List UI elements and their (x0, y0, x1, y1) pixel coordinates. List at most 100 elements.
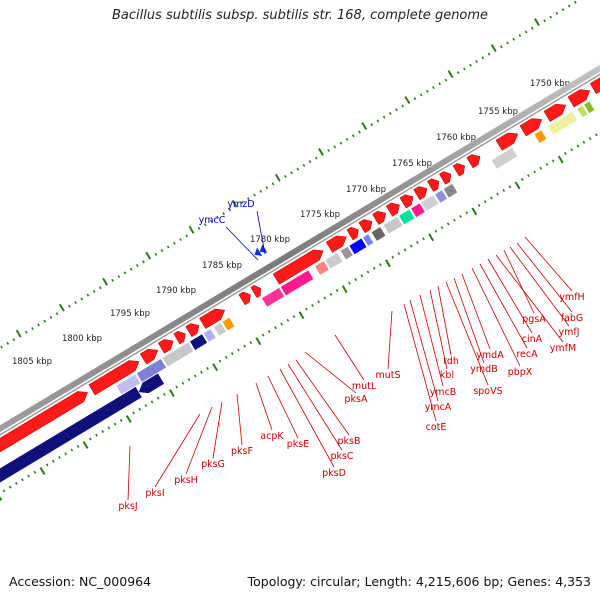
outer-tick-95 (475, 60, 478, 64)
backbone-inner (0, 73, 600, 436)
inner-tick-34 (163, 393, 166, 396)
outer-tick-91 (447, 70, 454, 79)
inner-tick-71 (391, 255, 395, 259)
inner-tick-33 (156, 396, 160, 400)
gene-block-15 (383, 216, 403, 234)
outer-tick-22 (24, 330, 28, 334)
inner-tick-94 (533, 170, 536, 174)
outer-tick-45 (166, 245, 170, 249)
gene-block-20 (443, 183, 458, 198)
gene-label-pksD: pksD (322, 468, 346, 479)
forward-gene-5 (185, 323, 200, 338)
gene-block-5 (214, 322, 226, 336)
callout-line-cinA (487, 258, 533, 334)
inner-tick-18 (64, 452, 67, 456)
inner-tick-97 (551, 159, 555, 163)
inner-tick-64 (348, 281, 351, 285)
inner-tick-80 (446, 222, 450, 226)
callout-line-mutL (334, 334, 365, 381)
gene-block-17 (411, 203, 425, 218)
outer-tick-24 (37, 323, 40, 327)
inner-tick-62 (335, 289, 339, 293)
inner-tick-76 (422, 237, 425, 241)
outer-tick-41 (142, 260, 145, 264)
kbp-label-4: 1770 kbp (346, 185, 386, 195)
gene-label-ymdB: ymdB (470, 364, 497, 375)
inner-tick-13 (33, 470, 37, 474)
outer-tick-93 (463, 67, 466, 71)
forward-gene-18 (438, 171, 452, 185)
callout-line-pksJ (127, 445, 131, 501)
forward-gene-13 (372, 210, 387, 225)
gene-label-mutL: mutL (352, 381, 377, 392)
outer-tick-94 (469, 63, 472, 67)
kbp-label-6: 1780 kbp (250, 235, 290, 245)
inner-tick-84 (471, 207, 478, 216)
inner-tick-91 (514, 181, 521, 190)
inner-tick-95 (539, 166, 543, 170)
inner-tick-41 (206, 367, 209, 370)
callout-line-tdh (437, 285, 452, 356)
forward-gene-7 (238, 291, 251, 306)
callout-line-fabG (516, 242, 573, 313)
outer-tick-88 (432, 85, 435, 90)
scale-labels: 1750 kbp 1755 kbp 1760 kbp 1765 kbp 1770 kbp… (12, 79, 570, 367)
outer-tick-52 (210, 219, 213, 223)
forward-gene-21 (495, 132, 519, 151)
outer-tick-55 (228, 208, 232, 212)
reverse-strand-genes (0, 244, 268, 483)
gene-label-ymcC: ymcC (199, 215, 226, 226)
inner-tick-56 (298, 311, 305, 320)
gene-label-kbl: kbl (440, 370, 454, 381)
inner-tick-35 (169, 389, 175, 398)
gene-label-recA: recA (516, 349, 538, 360)
outer-tick-23 (31, 327, 34, 331)
gene-block-25 (584, 101, 595, 114)
outer-tick-47 (179, 238, 182, 241)
forward-gene-3 (157, 339, 174, 354)
outer-tick-25 (43, 319, 47, 323)
forward-gene-6 (199, 308, 226, 329)
outer-tick-82 (395, 108, 398, 112)
inner-tick-55 (292, 315, 296, 319)
inner-tick-48 (249, 341, 253, 345)
gene-label-pksI: pksI (145, 488, 164, 499)
gene-block-19 (435, 190, 448, 203)
inner-tick-65 (354, 277, 357, 282)
outer-tick-75 (351, 134, 355, 138)
forward-gene-8 (250, 285, 261, 299)
inner-tick-9 (8, 485, 12, 489)
gene-block-10 (325, 252, 343, 269)
callout-line-pksA (304, 351, 357, 394)
outer-tick-34 (98, 286, 102, 290)
genome-backbone (0, 64, 600, 436)
outer-tick-51 (203, 223, 207, 227)
callout-line-pksE (267, 375, 299, 439)
outer-tick-81 (388, 111, 392, 115)
inner-tick-79 (440, 226, 444, 230)
gene-block-9 (315, 261, 329, 275)
inner-tick-23 (95, 433, 98, 437)
outer-tick-26 (49, 315, 53, 319)
gene-label-pgsA: pgsA (522, 314, 546, 325)
gene-label-pbpX: pbpX (508, 367, 533, 378)
inner-tick-83 (465, 211, 469, 215)
forward-strand-genes (0, 77, 600, 453)
inner-tick-54 (286, 318, 290, 322)
forward-gene-22 (519, 118, 543, 137)
outer-tick-80 (382, 115, 386, 119)
outer-tick-87 (426, 89, 429, 93)
inner-tick-19 (70, 448, 74, 452)
gene-block-13 (363, 234, 374, 246)
inner-tick-98 (557, 155, 564, 164)
outer-tick-67 (302, 163, 306, 167)
callout-line-pksB (295, 359, 350, 436)
inner-tick-102 (582, 140, 586, 144)
gene-label-pksB: pksB (338, 436, 361, 447)
callout-line-pgsA (503, 249, 535, 314)
gene-block-8 (280, 270, 314, 296)
outer-tick-19 (6, 341, 10, 345)
forward-gene-20 (466, 154, 481, 169)
gene-block-2 (162, 342, 194, 367)
